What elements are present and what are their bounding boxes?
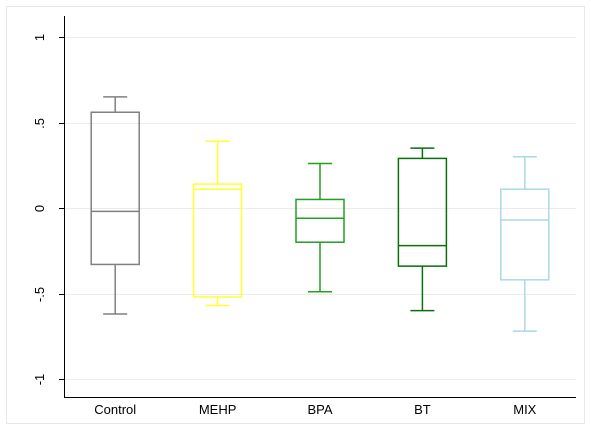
x-tick-label: MEHP [199, 402, 237, 417]
box-mehp [192, 140, 243, 307]
y-ticks: -1 -.5 0 .5 1 [32, 34, 64, 385]
y-tick-label: -.5 [32, 287, 47, 302]
axes [64, 16, 576, 398]
x-tick-label: BT [414, 402, 431, 417]
box-iqr [192, 183, 243, 298]
y-tick-label: -1 [32, 374, 47, 386]
box-iqr [500, 188, 550, 281]
box-iqr [90, 111, 140, 266]
y-tick-label: 0 [32, 205, 47, 212]
boxes [90, 96, 550, 332]
y-tick-label: .5 [32, 118, 47, 129]
box-mix [500, 155, 550, 332]
box-control [90, 96, 140, 315]
box-iqr [397, 157, 448, 267]
x-tick-label: MIX [513, 402, 536, 417]
box-bt [397, 147, 448, 312]
box-iqr [295, 198, 345, 243]
outer-frame [6, 6, 585, 424]
x-tick-label: BPA [307, 402, 332, 417]
y-tick-label: 1 [32, 34, 47, 41]
box-bpa [295, 162, 345, 293]
x-tick-labels: Control MEHP BPA BT MIX [94, 402, 536, 417]
x-tick-label: Control [94, 402, 136, 417]
grid-lines [64, 37, 576, 380]
